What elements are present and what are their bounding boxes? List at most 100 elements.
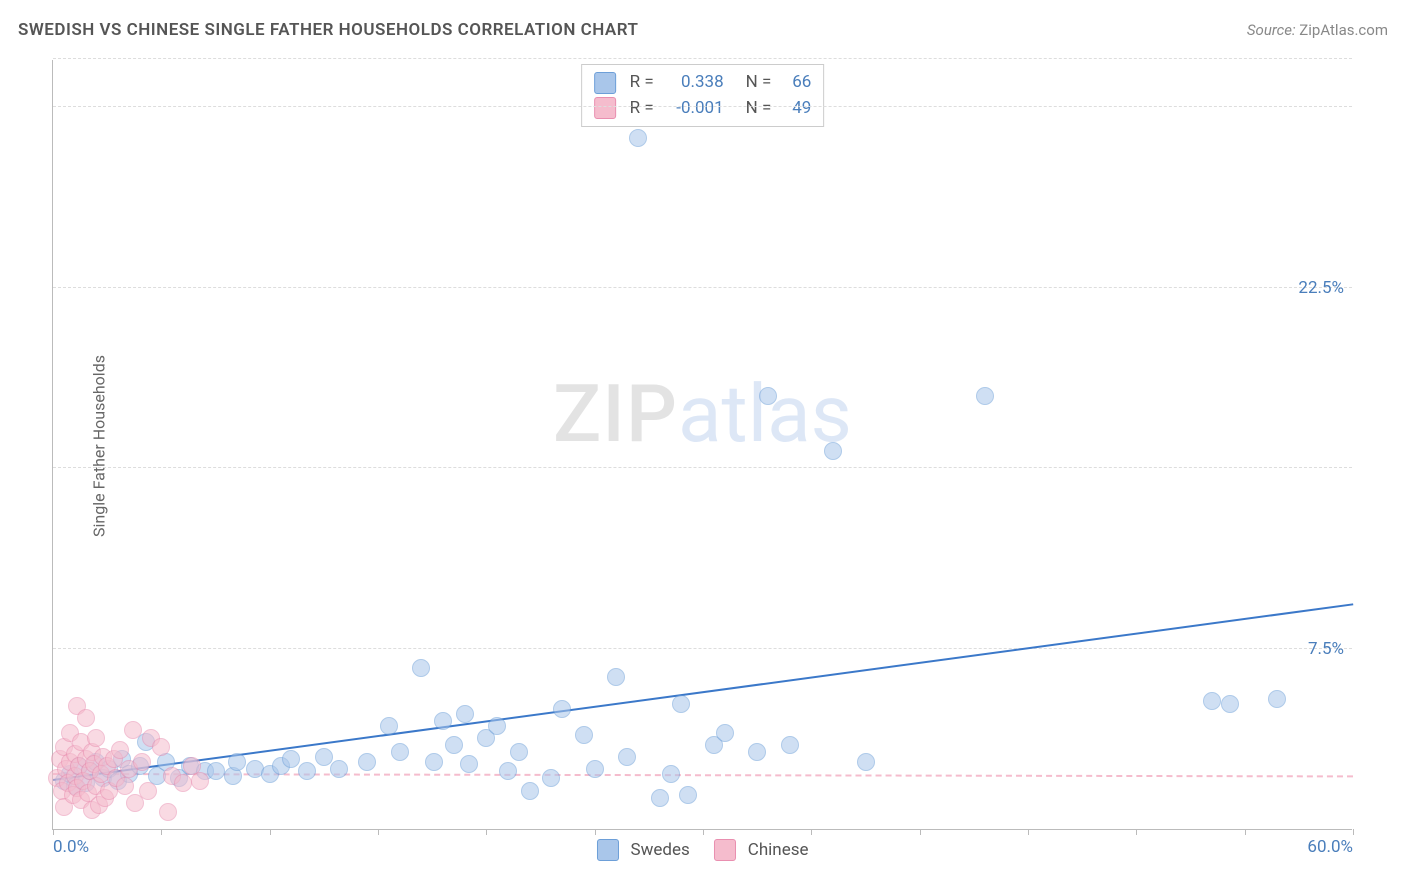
data-point-swedes: [1203, 692, 1221, 710]
data-point-chinese: [111, 741, 129, 759]
watermark-zip: ZIP: [553, 367, 678, 461]
data-point-swedes: [460, 755, 478, 773]
data-point-swedes: [672, 695, 690, 713]
legend-item-swedes: Swedes: [596, 839, 689, 861]
data-point-swedes: [618, 748, 636, 766]
data-point-chinese: [77, 709, 95, 727]
data-point-chinese: [174, 774, 192, 792]
data-point-swedes: [391, 743, 409, 761]
legend-row-chinese: R = -0.001 N = 49: [594, 96, 812, 122]
data-point-swedes: [445, 736, 463, 754]
data-point-chinese: [124, 721, 142, 739]
data-point-chinese: [152, 738, 170, 756]
data-point-swedes: [662, 765, 680, 783]
r-label: R =: [630, 96, 654, 122]
x-tick: [811, 829, 812, 835]
data-point-swedes: [651, 789, 669, 807]
data-point-swedes: [456, 705, 474, 723]
n-label: N =: [746, 70, 772, 96]
legend-label: Chinese: [748, 840, 809, 860]
y-tick-label: 22.5%: [1298, 278, 1344, 298]
chart-title: SWEDISH VS CHINESE SINGLE FATHER HOUSEHO…: [18, 20, 638, 40]
data-point-swedes: [976, 387, 994, 405]
data-point-swedes: [380, 717, 398, 735]
data-point-swedes: [586, 760, 604, 778]
data-point-chinese: [116, 777, 134, 795]
data-point-chinese: [133, 753, 151, 771]
data-point-swedes: [781, 736, 799, 754]
source-value: ZipAtlas.com: [1299, 21, 1388, 39]
gridline: [53, 58, 1352, 59]
x-tick: [1028, 829, 1029, 835]
source-attribution: Source: ZipAtlas.com: [1247, 21, 1388, 39]
correlation-legend: R = 0.338 N = 66 R = -0.001 N = 49: [581, 64, 825, 127]
data-point-swedes: [716, 724, 734, 742]
x-tick: [161, 829, 162, 835]
x-tick: [378, 829, 379, 835]
data-point-swedes: [499, 762, 517, 780]
gridline: [53, 287, 1352, 288]
data-point-chinese: [159, 803, 177, 821]
data-point-swedes: [434, 712, 452, 730]
watermark: ZIPatlas: [553, 367, 852, 461]
legend-item-chinese: Chinese: [714, 839, 809, 861]
legend-swatch: [596, 839, 618, 861]
x-tick: [595, 829, 596, 835]
data-point-swedes: [510, 743, 528, 761]
data-point-swedes: [1268, 690, 1286, 708]
data-point-swedes: [748, 743, 766, 761]
data-point-chinese: [139, 782, 157, 800]
data-point-swedes: [1221, 695, 1239, 713]
n-value: 66: [781, 70, 811, 96]
legend-row-swedes: R = 0.338 N = 66: [594, 70, 812, 96]
data-point-chinese: [191, 772, 209, 790]
source-label: Source:: [1247, 21, 1296, 39]
data-point-swedes: [629, 129, 647, 147]
data-point-swedes: [553, 700, 571, 718]
data-point-swedes: [412, 659, 430, 677]
data-point-swedes: [607, 668, 625, 686]
x-tick: [703, 829, 704, 835]
data-point-swedes: [679, 786, 697, 804]
x-tick: [270, 829, 271, 835]
data-point-swedes: [488, 717, 506, 735]
r-label: R =: [630, 70, 654, 96]
n-label: N =: [746, 96, 772, 122]
legend-swatch: [714, 839, 736, 861]
gridline: [53, 648, 1352, 649]
data-point-swedes: [824, 442, 842, 460]
series-legend: Swedes Chinese: [596, 839, 808, 861]
data-point-swedes: [857, 753, 875, 771]
legend-swatch: [594, 72, 616, 94]
data-point-swedes: [282, 750, 300, 768]
legend-swatch: [594, 97, 616, 119]
r-value: 0.338: [664, 70, 724, 96]
data-point-swedes: [425, 753, 443, 771]
data-point-swedes: [575, 726, 593, 744]
x-tick-label: 0.0%: [53, 837, 89, 857]
x-tick: [920, 829, 921, 835]
gridline: [53, 106, 1352, 107]
data-point-swedes: [228, 753, 246, 771]
n-value: 49: [781, 96, 811, 122]
x-tick: [486, 829, 487, 835]
x-tick: [53, 829, 54, 835]
data-point-swedes: [298, 762, 316, 780]
x-tick: [1245, 829, 1246, 835]
data-point-swedes: [330, 760, 348, 778]
x-tick: [1136, 829, 1137, 835]
data-point-swedes: [315, 748, 333, 766]
r-value: -0.001: [664, 96, 724, 122]
data-point-chinese: [87, 729, 105, 747]
data-point-swedes: [358, 753, 376, 771]
chart-header: SWEDISH VS CHINESE SINGLE FATHER HOUSEHO…: [18, 20, 1388, 40]
x-tick: [1353, 829, 1354, 835]
gridline: [53, 467, 1352, 468]
data-point-swedes: [207, 762, 225, 780]
data-point-swedes: [521, 782, 539, 800]
x-tick-label: 60.0%: [1307, 837, 1353, 857]
data-point-swedes: [759, 387, 777, 405]
data-point-swedes: [542, 769, 560, 787]
legend-label: Swedes: [630, 840, 689, 860]
y-tick-label: 7.5%: [1308, 639, 1344, 659]
